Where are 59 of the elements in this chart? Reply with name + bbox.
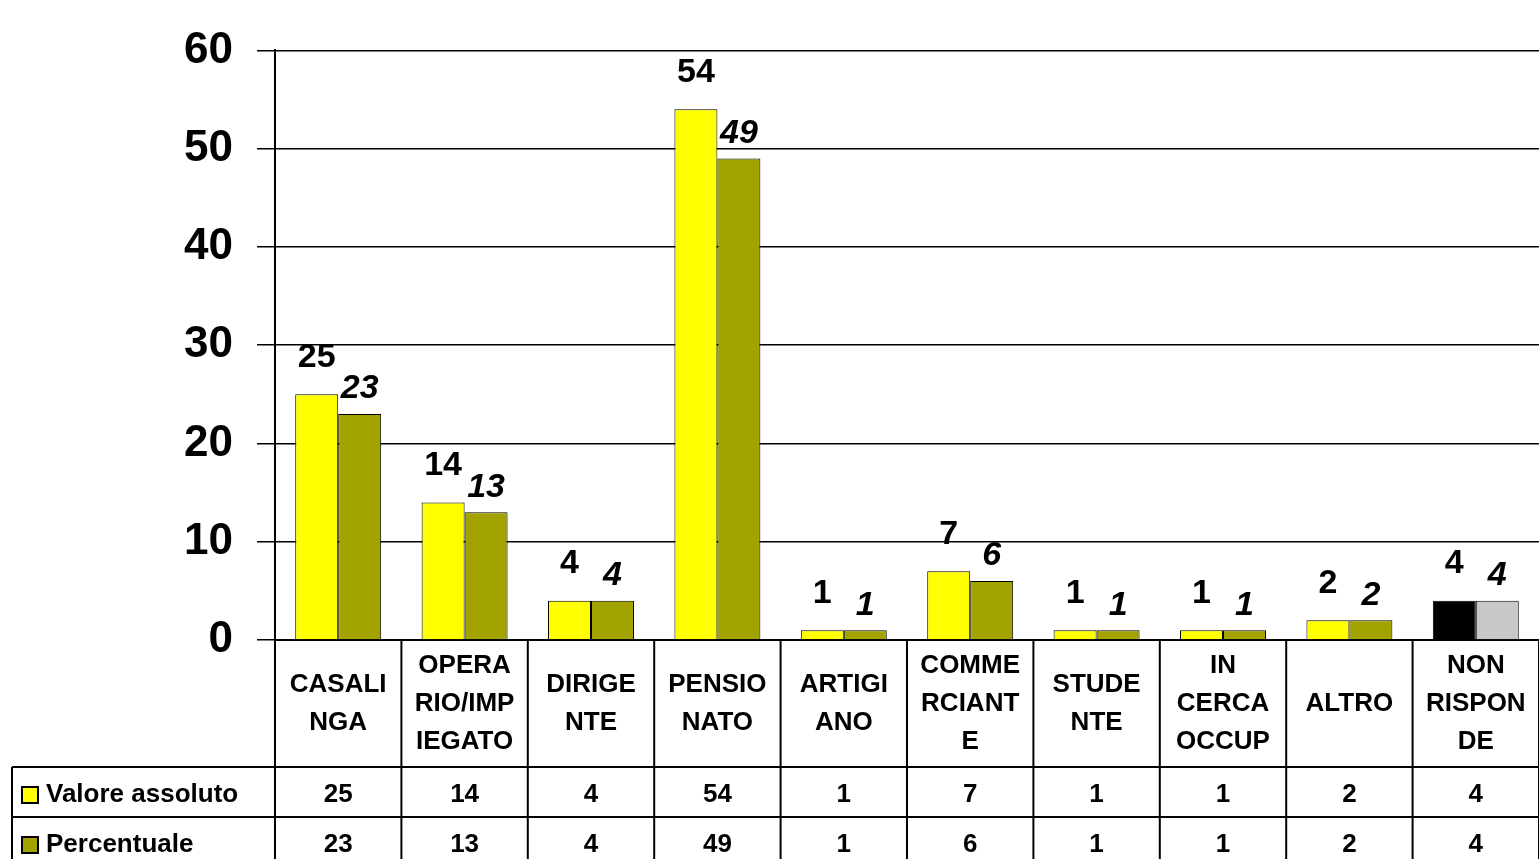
text: 4 xyxy=(1468,828,1484,859)
text: 1 xyxy=(1215,828,1231,859)
text: 13 xyxy=(450,828,480,859)
text: 4 xyxy=(1468,778,1484,809)
y-tick-label: 20 xyxy=(184,415,233,465)
text: 1 xyxy=(1089,778,1104,809)
y-tick-label: 40 xyxy=(184,219,233,269)
text: 4 xyxy=(583,778,599,809)
data-label: 4 xyxy=(602,554,623,593)
data-label: 2 xyxy=(1360,573,1381,612)
data-label: 6 xyxy=(982,534,1003,573)
legend-label: Percentuale xyxy=(46,828,194,859)
data-label: 4 xyxy=(1486,554,1507,593)
x-tick-label: CASALINGA xyxy=(289,667,387,736)
text: 23 xyxy=(323,828,353,859)
legend-label: Valore assoluto xyxy=(46,778,239,809)
data-label: 4 xyxy=(560,542,580,581)
x-tick-label: PENSIONATO xyxy=(668,667,767,736)
data-label: 1 xyxy=(812,571,832,610)
data-label: 1 xyxy=(1235,583,1254,622)
x-tick-label: IN CERCA OCCUP xyxy=(1176,648,1270,755)
data-label: 14 xyxy=(424,443,463,482)
text: 1 xyxy=(836,778,852,809)
data-label: 1 xyxy=(1192,571,1211,610)
data-label: 13 xyxy=(467,465,506,504)
text: 2 xyxy=(1342,828,1357,859)
x-tick-label: COMMERCIANTE xyxy=(920,648,1021,755)
data-label: 4 xyxy=(1444,542,1464,581)
text: 1 xyxy=(836,828,852,859)
data-label: 1 xyxy=(855,583,875,622)
x-tick-label: ARTIGIANO xyxy=(799,667,888,736)
y-tick-label: 30 xyxy=(184,317,233,367)
text: 6 xyxy=(962,828,978,859)
x-tick-label: NON RISPONDE xyxy=(1425,648,1526,755)
x-tick-label: STUDENTE xyxy=(1052,667,1141,736)
y-tick-label: 50 xyxy=(184,120,233,170)
data-label: 23 xyxy=(339,367,379,406)
data-label: 7 xyxy=(939,512,959,551)
text: 54 xyxy=(702,778,733,809)
text: 49 xyxy=(702,828,732,859)
data-label: 25 xyxy=(297,335,336,374)
text: 2 xyxy=(1342,778,1357,809)
text: 1 xyxy=(1089,828,1104,859)
data-label: 54 xyxy=(677,50,715,89)
y-tick-label: 60 xyxy=(184,22,233,72)
data-label: 1 xyxy=(1065,571,1085,610)
x-tick-label: OPERARIO/IMPIEGATO xyxy=(414,648,515,755)
text: 25 xyxy=(323,778,353,809)
data-label: 2 xyxy=(1318,561,1338,600)
text: 1 xyxy=(1215,778,1231,809)
data-label: 49 xyxy=(718,111,758,150)
text: 4 xyxy=(583,828,599,859)
x-tick-label: ALTRO xyxy=(1305,686,1394,717)
y-tick-label: 0 xyxy=(208,612,233,662)
text: 7 xyxy=(962,778,978,809)
y-tick-label: 10 xyxy=(184,513,233,563)
text: 14 xyxy=(450,778,480,809)
data-label: 1 xyxy=(1108,583,1128,622)
x-tick-label: DIRIGENTE xyxy=(546,667,636,736)
